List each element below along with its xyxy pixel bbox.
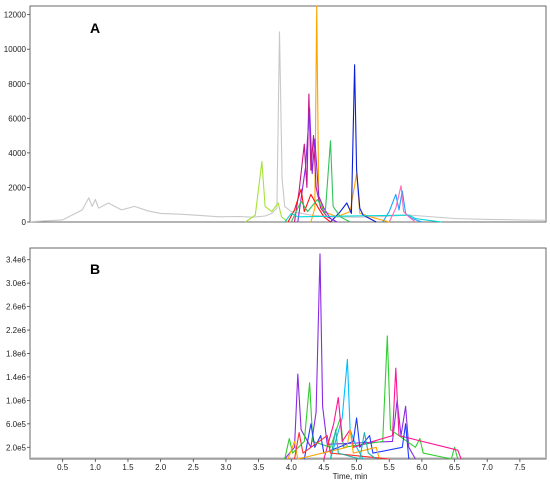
panel-b-ytick-label: 1.0e6 (6, 396, 27, 405)
panel-b-ytick-label: 1.8e6 (6, 350, 27, 359)
panel-a-ytick-label: 4000 (8, 149, 26, 158)
panel-b-series-line-2 (284, 335, 459, 460)
panel-a-series-line-8 (382, 190, 423, 223)
panel-b-xtick-label: 1.0 (90, 463, 102, 472)
panel-a-ytick-label: 2000 (8, 183, 26, 192)
panel-a-plot-frame (29, 5, 547, 223)
panel-b-series-line-1 (284, 253, 416, 460)
panel-b-xtick-label: 6.5 (449, 463, 461, 472)
panel-a-series-line-3 (330, 64, 377, 223)
panel-a-series-line-4 (293, 93, 338, 223)
panel-b-label: B (90, 261, 100, 277)
panel-b-xtick-label: 5.5 (384, 463, 396, 472)
panel-a-label: A (90, 20, 100, 36)
panel-b-series-line-8 (329, 429, 377, 460)
panel-b-xtick-label: 7.0 (482, 463, 494, 472)
panel-a-ytick-label: 0 (22, 218, 27, 227)
panel-b-xtick-label: 3.5 (253, 463, 265, 472)
panel-b: B Time, min 2.0e5 6.0e5 1.0e6 1.4e6 1.8e6 2.2… (6, 247, 547, 481)
panel-a-ytick-label: 6000 (8, 114, 26, 123)
panel-b-xtick-label: 2.5 (188, 463, 200, 472)
panel-b-ytick-label: 2.0e5 (6, 443, 27, 452)
panel-a: A 0 2000 4000 6000 8000 10000 12000 (4, 5, 547, 227)
panel-b-ytick-label: 3.0e6 (6, 279, 27, 288)
x-axis-label: Time, min (333, 472, 368, 481)
panel-b-xtick-label: 6.0 (416, 463, 428, 472)
panel-b-series-line-5 (303, 417, 410, 460)
panel-a-series-line-9 (284, 212, 442, 223)
panel-b-xtick-label: 4.0 (286, 463, 298, 472)
panel-a-series-line-1 (245, 160, 289, 223)
panel-a-series-line-0 (29, 31, 547, 223)
panel-a-series-line-2 (310, 5, 390, 223)
panel-b-xtick-label: 3.0 (220, 463, 232, 472)
panel-a-series-line-7 (290, 140, 351, 223)
panel-b-xtick-label: 1.5 (122, 463, 134, 472)
panel-a-ytick-label: 12000 (4, 11, 27, 20)
panel-b-ytick-label: 2.6e6 (6, 303, 27, 312)
panel-b-xtick-label: 0.5 (57, 463, 69, 472)
panel-a-series-line-6 (287, 188, 331, 223)
panel-a-ytick-label: 10000 (4, 45, 27, 54)
panel-b-ytick-label: 2.2e6 (6, 326, 27, 335)
panel-b-xtick-label: 5.0 (351, 463, 363, 472)
panel-b-plot-frame (29, 247, 547, 460)
panel-a-series-line-10 (388, 185, 416, 223)
panel-b-ytick-label: 1.4e6 (6, 373, 27, 382)
panel-b-ytick-label: 6.0e5 (6, 420, 27, 429)
panel-b-series-line-4 (323, 367, 462, 460)
panel-b-xtick-label: 4.5 (318, 463, 330, 472)
panel-b-series-line-6 (287, 429, 380, 460)
panel-a-ytick-label: 8000 (8, 80, 26, 89)
panel-b-xtick-label: 2.0 (155, 463, 167, 472)
panel-b-ytick-label: 3.4e6 (6, 256, 27, 265)
panel-a-series-line-5 (297, 107, 338, 223)
panel-b-xtick-label: 7.5 (514, 463, 526, 472)
